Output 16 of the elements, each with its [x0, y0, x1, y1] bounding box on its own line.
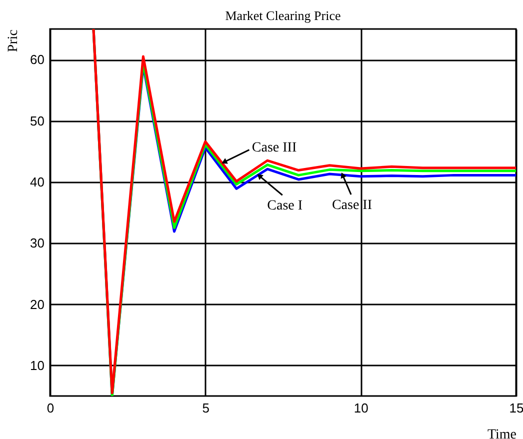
y-tick-label: 30 — [30, 236, 44, 251]
y-tick-label: 40 — [30, 174, 44, 190]
x-tick-label: 0 — [46, 400, 54, 416]
annotation: Case II — [332, 198, 372, 213]
y-tick-label: 20 — [30, 296, 44, 312]
x-tick-label: 15 — [509, 400, 523, 416]
x-tick-label: 10 — [354, 400, 368, 416]
chart-title: Market Clearing Price — [225, 8, 341, 23]
annotation: Case III — [252, 140, 297, 156]
x-axis-title: Time — [487, 428, 516, 439]
y-axis-title: Pric — [6, 30, 22, 52]
y-tick-label: 10 — [30, 358, 44, 373]
y-tick-label: 50 — [30, 113, 44, 128]
x-tick-label: 5 — [202, 400, 210, 416]
annotation: Case I — [267, 198, 303, 214]
y-tick-label: 60 — [30, 52, 44, 68]
